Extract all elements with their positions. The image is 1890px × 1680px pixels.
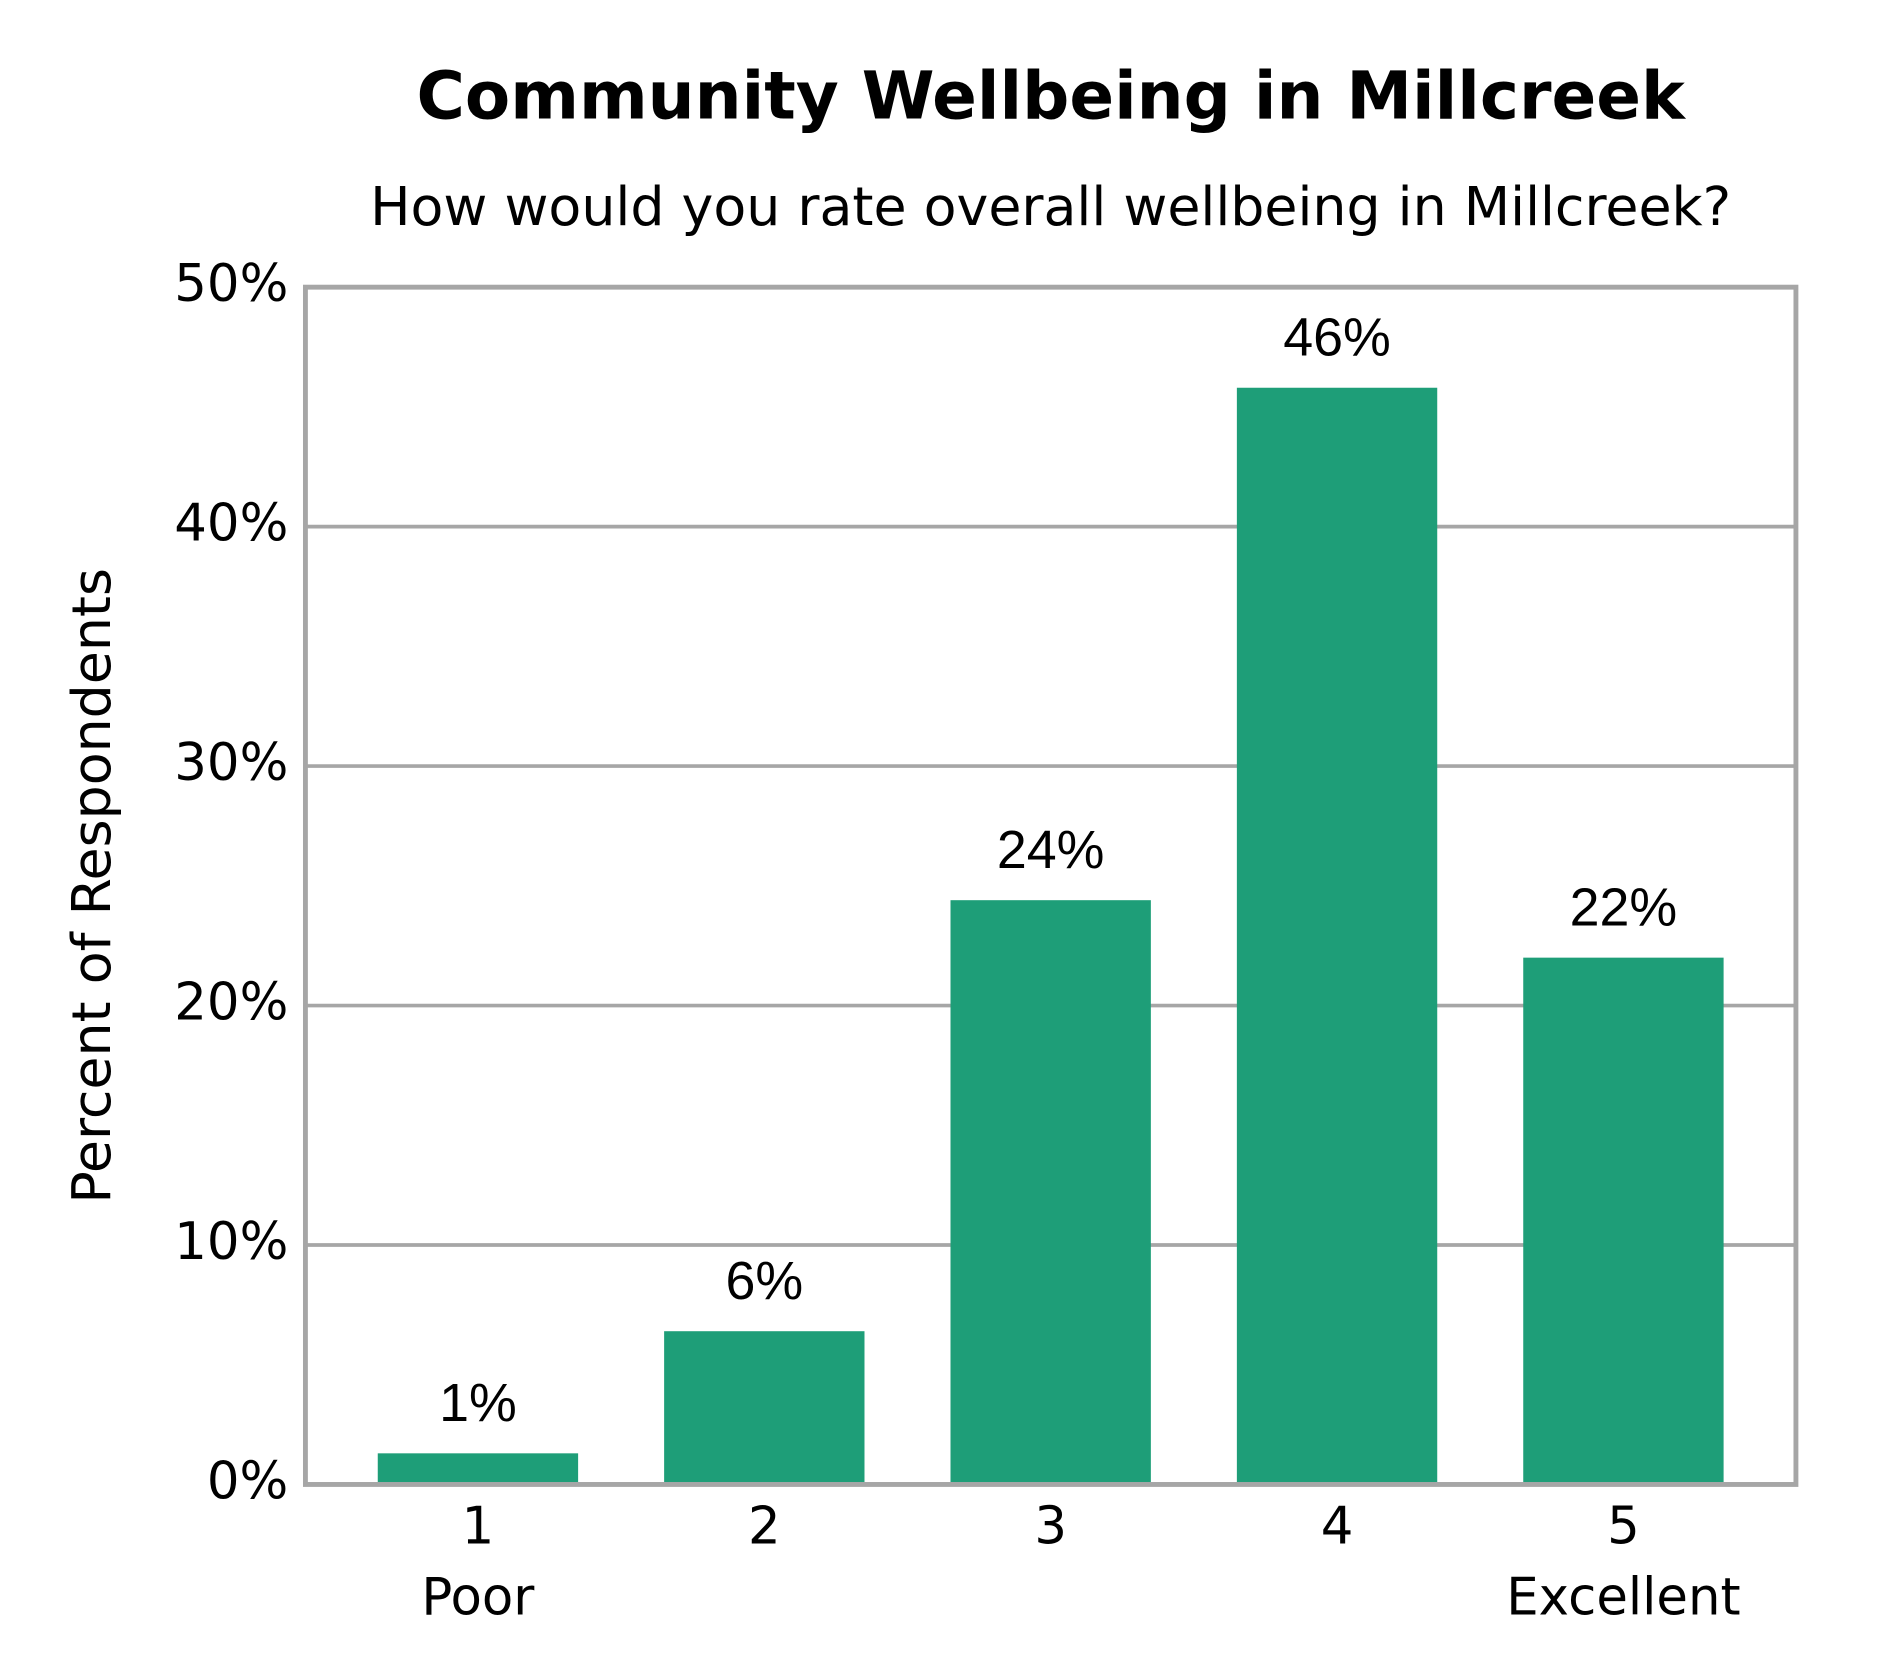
y-tick-label: 30% [174, 733, 288, 793]
y-axis-label: Percent of Respondents [60, 568, 123, 1204]
bar [1236, 387, 1438, 1485]
bar [950, 900, 1151, 1485]
x-tick-label: 1 [462, 1497, 495, 1557]
plot-frame [302, 284, 1799, 1487]
value-label: 1% [439, 1373, 517, 1433]
y-tick-label: 0% [207, 1451, 288, 1511]
y-tick-label: 40% [174, 494, 288, 554]
x-tick-sublabel: Poor [421, 1568, 535, 1628]
bar [1523, 957, 1724, 1485]
chart-subtitle: How would you rate overall wellbeing in … [370, 175, 1731, 238]
x-tick-sublabel: Excellent [1506, 1568, 1740, 1628]
bar [664, 1331, 865, 1485]
x-tick-label: 5 [1607, 1497, 1640, 1557]
y-tick-label: 10% [174, 1212, 288, 1272]
value-label: 46% [1283, 308, 1391, 368]
value-label: 24% [997, 820, 1105, 880]
bar [377, 1453, 579, 1485]
x-tick-label: 4 [1321, 1497, 1354, 1557]
y-tick-label: 50% [174, 254, 288, 314]
x-tick-label: 3 [1034, 1497, 1067, 1557]
x-tick-label: 2 [748, 1497, 781, 1557]
y-tick-label: 20% [174, 973, 288, 1033]
value-label: 6% [725, 1251, 803, 1311]
value-label: 22% [1570, 877, 1678, 937]
chart-title: Community Wellbeing in Millcreek [416, 57, 1687, 134]
